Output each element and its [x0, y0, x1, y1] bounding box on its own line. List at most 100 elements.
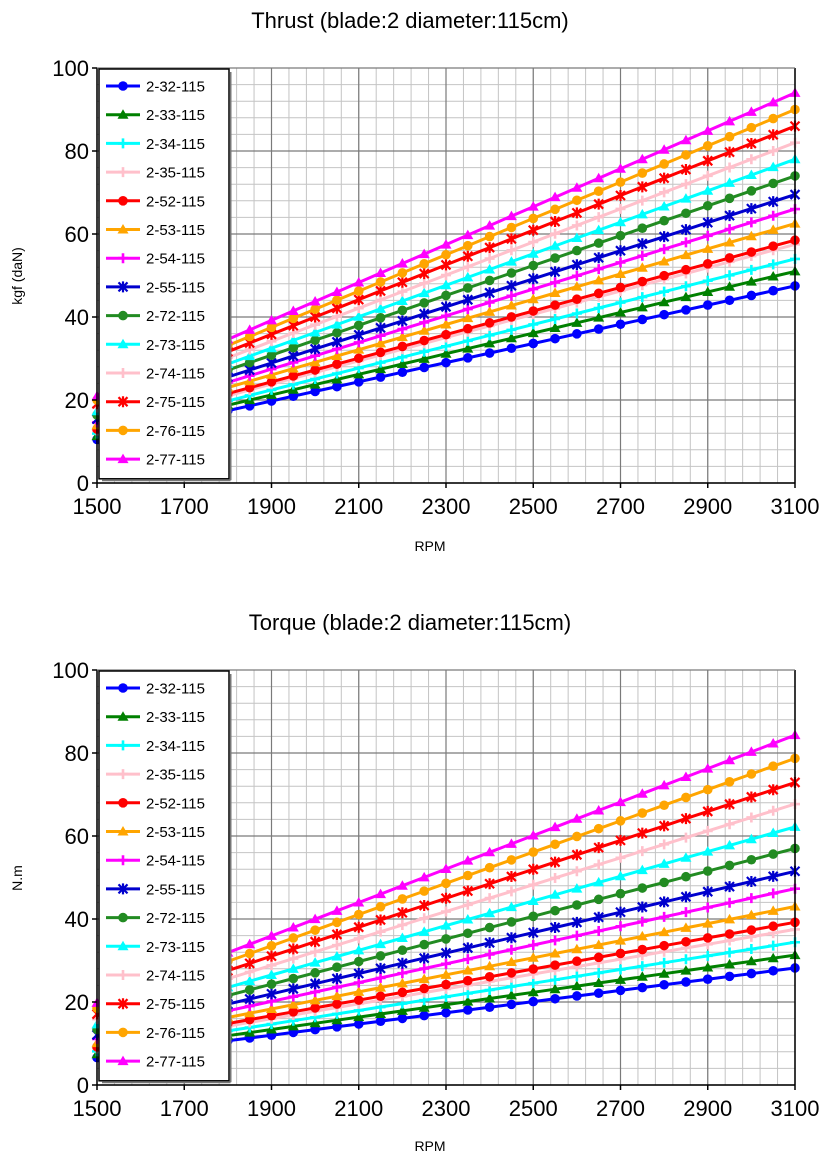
data-point — [353, 995, 364, 1005]
data-point — [637, 846, 648, 857]
legend-label: 2-33-115 — [146, 709, 205, 726]
data-point — [353, 909, 364, 920]
data-point — [745, 276, 757, 286]
data-point — [571, 813, 583, 823]
data-point — [484, 242, 495, 254]
data-point — [550, 300, 560, 310]
data-point — [462, 229, 474, 240]
legend-item: 2-54-115 — [106, 251, 205, 268]
data-point — [506, 290, 517, 301]
data-point — [462, 271, 474, 282]
data-point — [593, 977, 605, 988]
data-point — [680, 291, 692, 302]
data-point — [746, 186, 757, 196]
data-point — [571, 866, 582, 877]
data-point — [375, 982, 387, 992]
data-point — [441, 1007, 451, 1018]
data-point — [745, 833, 757, 844]
data-point — [419, 983, 429, 994]
x-tick-label: 1700 — [160, 494, 209, 519]
data-point — [724, 237, 736, 247]
data-point — [593, 264, 604, 275]
data-point — [636, 208, 648, 219]
data-point — [702, 275, 713, 286]
data-point — [724, 253, 735, 263]
data-point — [288, 973, 299, 984]
data-point — [419, 346, 430, 357]
data-point — [681, 977, 691, 987]
data-point — [724, 819, 735, 830]
data-point — [636, 301, 648, 312]
data-point — [767, 224, 779, 234]
data-point — [484, 922, 495, 933]
data-point — [440, 279, 452, 290]
data-point — [572, 329, 582, 339]
data-point — [637, 238, 648, 250]
data-point — [702, 950, 713, 961]
data-point — [724, 958, 736, 969]
data-point — [440, 863, 452, 873]
data-point — [680, 281, 691, 292]
data-point — [680, 954, 691, 965]
data-point — [506, 944, 517, 955]
data-point — [397, 367, 408, 378]
data-point — [593, 952, 604, 963]
data-point — [527, 224, 539, 236]
data-point — [746, 944, 757, 955]
data-point — [636, 930, 648, 941]
data-point — [572, 195, 582, 206]
data-point — [593, 894, 604, 905]
data-point — [593, 804, 605, 815]
data-point — [396, 358, 408, 369]
data-point — [288, 933, 299, 943]
data-point — [441, 979, 451, 990]
data-point — [462, 335, 473, 346]
data-point — [528, 996, 539, 1007]
data-point — [396, 1005, 408, 1015]
data-point — [332, 962, 342, 972]
legend-item: 2-76-115 — [106, 1025, 205, 1042]
data-point — [615, 216, 626, 227]
data-point — [288, 342, 299, 353]
data-point — [375, 313, 386, 323]
data-point — [419, 963, 430, 974]
data-point — [418, 325, 430, 335]
legend-box — [98, 68, 230, 480]
data-point — [331, 319, 343, 329]
legend-label: 2-53-115 — [146, 222, 205, 239]
data-point — [767, 196, 779, 208]
data-point — [463, 323, 473, 334]
data-point — [571, 220, 582, 231]
data-point — [118, 425, 128, 436]
data-point — [724, 860, 735, 871]
data-point — [440, 318, 452, 329]
data-point — [702, 805, 714, 817]
data-point — [310, 925, 320, 935]
legend-item: 2-33-115 — [106, 709, 205, 726]
data-point — [244, 975, 256, 986]
data-point — [746, 154, 757, 165]
data-point — [571, 207, 583, 219]
data-point — [419, 259, 429, 269]
legend-label: 2-72-115 — [146, 910, 205, 927]
data-point — [549, 947, 561, 958]
data-point — [636, 153, 648, 164]
data-point — [462, 954, 473, 965]
data-point — [418, 871, 430, 882]
data-point — [724, 295, 735, 306]
data-point — [746, 247, 757, 257]
data-point — [528, 911, 539, 922]
legend-label: 2-77-115 — [146, 452, 205, 469]
legend-item: 2-77-115 — [106, 452, 205, 469]
data-point — [702, 300, 713, 310]
data-point — [397, 894, 408, 904]
data-point — [441, 270, 451, 281]
data-point — [505, 300, 517, 310]
data-point — [702, 259, 713, 269]
data-point — [419, 939, 429, 950]
data-point — [746, 769, 757, 779]
data-point — [745, 746, 757, 756]
legend-label: 2-35-115 — [146, 165, 205, 182]
data-point — [615, 319, 626, 330]
data-point — [658, 820, 670, 832]
